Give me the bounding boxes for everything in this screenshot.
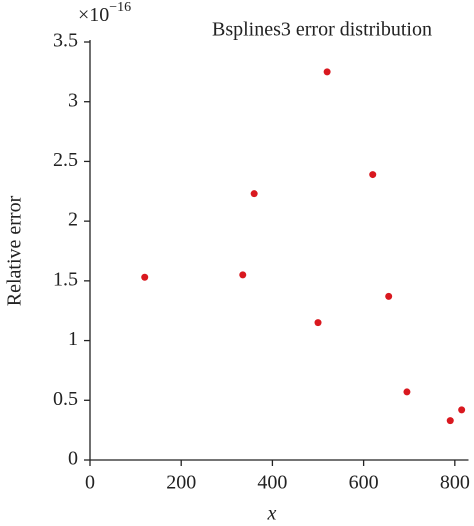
- point: [323, 68, 331, 76]
- point: [458, 406, 466, 414]
- chart-title: Bsplines3 error distribution: [212, 19, 432, 41]
- y-tick-label: 3.5: [53, 30, 78, 52]
- x-tick-label: 800: [440, 472, 470, 494]
- x-tick-label: 0: [85, 472, 95, 494]
- y-tick-label: 1: [68, 328, 78, 350]
- x-tick-label: 400: [257, 472, 287, 494]
- y-tick-label: 0: [68, 448, 78, 470]
- multiplier-exponent: −16: [109, 0, 131, 15]
- x-tick-label: 200: [166, 472, 196, 494]
- point: [446, 417, 454, 425]
- y-tick-label: 2: [68, 209, 78, 231]
- point: [314, 319, 322, 327]
- multiplier-base: ×10: [78, 4, 109, 26]
- y-tick-label: 2.5: [53, 149, 78, 171]
- y-axis-label: Relative error: [4, 195, 26, 306]
- x-axis-label: x: [267, 503, 277, 525]
- y-tick-label: 3: [68, 89, 78, 111]
- point: [141, 273, 149, 281]
- y-tick-label: 0.5: [53, 388, 78, 410]
- y-tick-label: 1.5: [53, 268, 78, 290]
- point: [403, 388, 411, 396]
- point: [385, 292, 393, 300]
- point: [369, 171, 377, 179]
- x-tick-label: 600: [349, 472, 379, 494]
- y-multiplier: ×10−16: [78, 0, 131, 25]
- point: [250, 190, 258, 198]
- point: [239, 271, 247, 279]
